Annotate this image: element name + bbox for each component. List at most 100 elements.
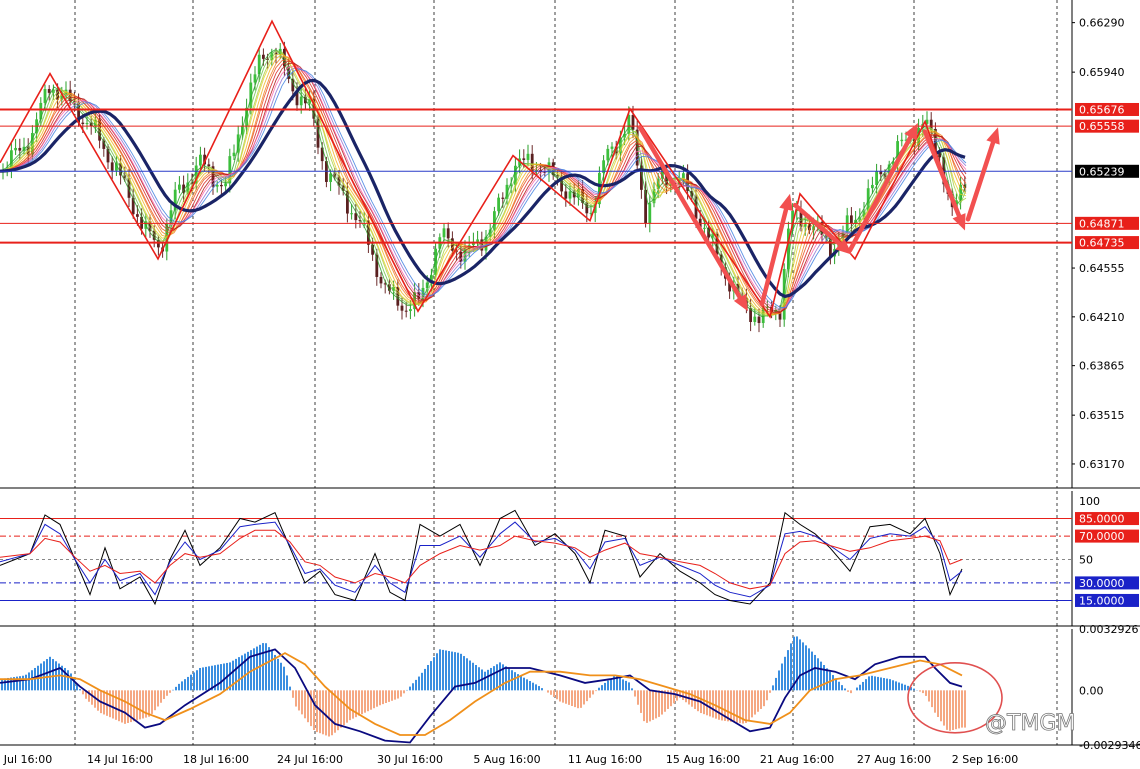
macd-bar xyxy=(814,654,816,691)
macd-bar xyxy=(622,679,624,691)
level-label: 0.65676 xyxy=(1079,103,1125,116)
time-axis: Jul 16:00 14 Jul 16:00 18 Jul 16:00 24 Jul … xyxy=(3,753,1018,766)
macd-bar xyxy=(874,676,876,691)
macd-bar xyxy=(280,662,282,691)
candle-body xyxy=(925,119,929,124)
candle-body xyxy=(169,210,173,224)
candle-body xyxy=(514,165,517,185)
level-label: 0.64735 xyxy=(1079,237,1125,250)
macd-bar xyxy=(85,690,87,699)
macd-bar xyxy=(961,690,963,728)
candle-body xyxy=(291,78,295,92)
macd-bar xyxy=(61,665,63,691)
candle-body xyxy=(354,213,358,221)
price-tick-label: 0.66290 xyxy=(1079,17,1125,30)
macd-bar xyxy=(940,690,942,722)
candle-body xyxy=(152,230,156,240)
macd-bar xyxy=(784,656,786,691)
macd-bar xyxy=(502,664,504,691)
macd-bar xyxy=(496,664,498,691)
macd-bar xyxy=(634,690,636,697)
macd-bar xyxy=(88,690,90,702)
macd-bar xyxy=(64,667,66,691)
candle-body xyxy=(98,119,101,141)
arrow-head xyxy=(952,213,966,231)
macd-bar xyxy=(139,690,141,720)
macd-bar xyxy=(409,686,411,691)
macd-bar xyxy=(796,636,798,691)
macd-bar xyxy=(451,651,453,691)
macd-bar xyxy=(505,666,507,691)
time-tick-label: 11 Aug 16:00 xyxy=(568,753,642,766)
macd-bar xyxy=(580,690,582,708)
macd-bar xyxy=(754,690,756,715)
macd-bar xyxy=(217,664,219,691)
macd-bar xyxy=(127,690,129,723)
candle-body xyxy=(421,287,425,299)
macd-bar xyxy=(490,667,492,691)
candle-body xyxy=(606,148,610,161)
arrow-head xyxy=(779,193,793,212)
candle-body xyxy=(610,146,614,149)
stoch-level-tag xyxy=(1075,529,1139,543)
watermark: @TMGM xyxy=(985,711,1076,737)
macd-bar xyxy=(595,690,597,692)
macd-bar xyxy=(508,668,510,691)
candle-body xyxy=(808,223,811,231)
macd-bar xyxy=(553,690,555,698)
macd-bar xyxy=(661,690,663,715)
macd-bar xyxy=(736,690,738,723)
macd-bar xyxy=(301,690,303,715)
macd-bar xyxy=(19,676,21,691)
candle-body xyxy=(959,184,962,201)
macd-bar xyxy=(313,690,315,731)
stoch-level-label: 30.0000 xyxy=(1079,577,1125,590)
candle-body xyxy=(413,291,416,310)
macd-bar xyxy=(892,680,894,691)
candle-body xyxy=(85,123,89,125)
macd-bar xyxy=(166,690,168,696)
macd-bar xyxy=(76,683,78,691)
macd-bar xyxy=(382,690,384,705)
candle-body xyxy=(274,52,278,55)
macd-bar xyxy=(934,690,936,713)
candle-body xyxy=(295,91,299,106)
candle-body xyxy=(707,227,710,238)
candle-body xyxy=(60,94,64,100)
macd-bar xyxy=(400,690,402,697)
macd-bar xyxy=(352,690,354,719)
macd-bar xyxy=(832,675,834,691)
macd-bar xyxy=(163,690,165,700)
macd-bar xyxy=(175,686,177,691)
candle-body xyxy=(236,134,240,153)
macd-bar xyxy=(592,690,594,695)
macd-bar xyxy=(904,684,906,691)
macd-bar xyxy=(460,653,462,691)
candle-body xyxy=(589,212,593,214)
macd-bar xyxy=(901,683,903,691)
macd-bar xyxy=(520,675,522,691)
candle-body xyxy=(505,184,509,199)
macd-tick-label: -0.0029346 xyxy=(1079,739,1140,752)
macd-bar xyxy=(601,685,603,691)
macd-bar xyxy=(298,690,300,711)
candle-body xyxy=(140,216,143,229)
stoch-tick-label: 100 xyxy=(1079,495,1100,508)
macd-bar xyxy=(121,690,123,723)
macd-bar xyxy=(370,690,372,710)
candle-body xyxy=(106,148,110,163)
macd-bar xyxy=(79,689,81,691)
macd-bar xyxy=(610,678,612,691)
time-tick-label: 18 Jul 16:00 xyxy=(183,753,249,766)
macd-bar xyxy=(619,677,621,691)
macd-bar xyxy=(559,690,561,702)
macd-bar xyxy=(574,690,576,708)
macd-bar xyxy=(820,661,822,691)
macd-bar xyxy=(220,664,222,691)
macd-bar xyxy=(295,690,297,707)
macd-bar xyxy=(412,683,414,691)
macd-bar xyxy=(271,651,273,691)
time-tick-label: 21 Aug 16:00 xyxy=(760,753,834,766)
candle-body xyxy=(644,189,647,224)
